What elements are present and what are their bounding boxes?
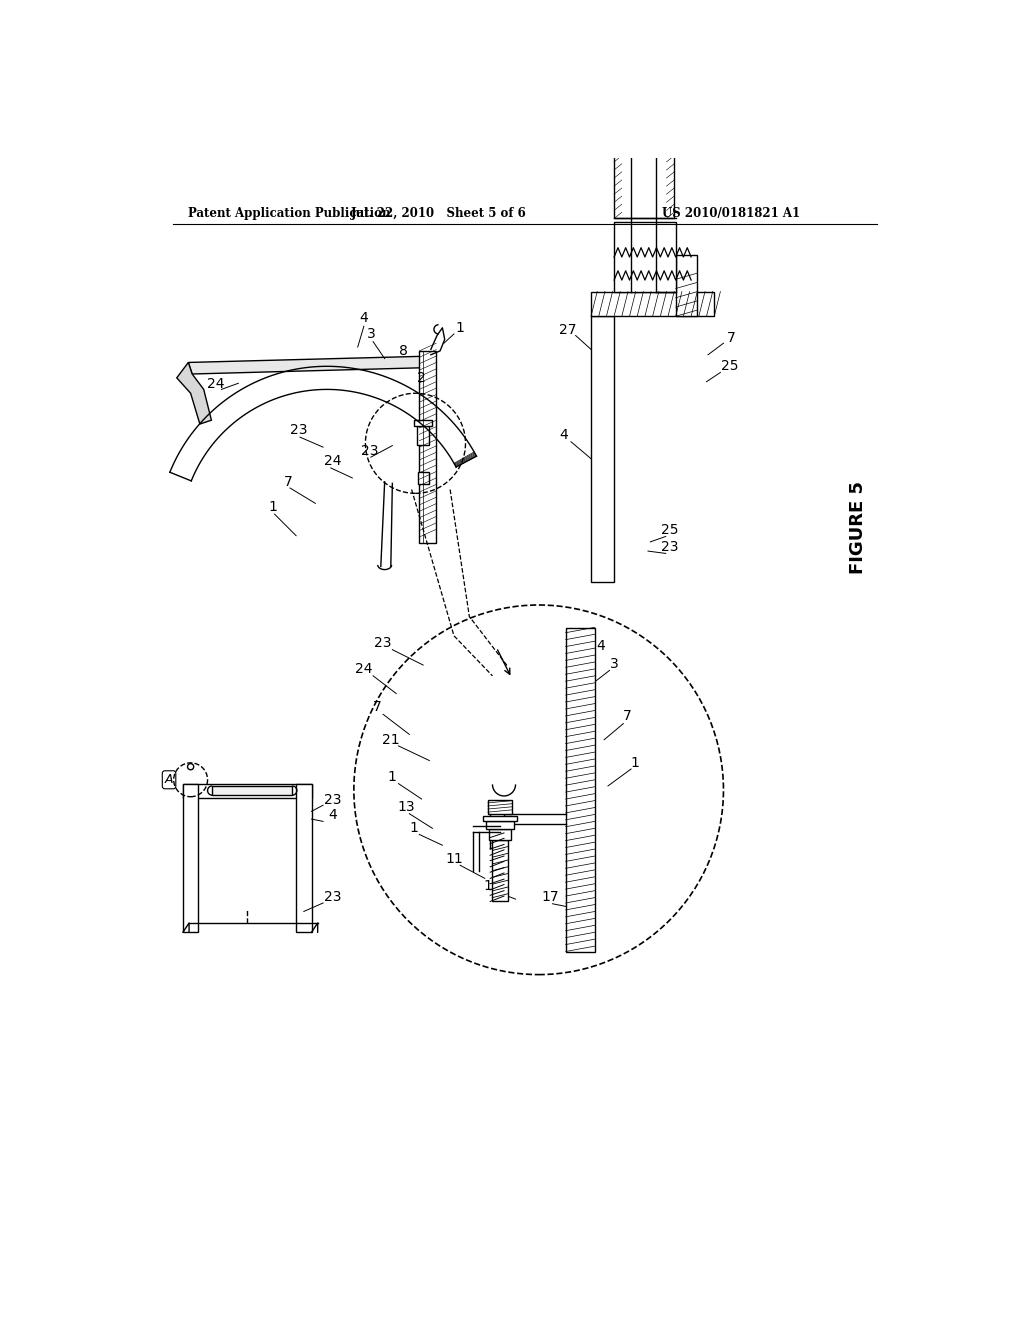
Text: 17: 17 [542,891,559,904]
Bar [418,471,429,484]
Text: Jul. 22, 2010   Sheet 5 of 6: Jul. 22, 2010 Sheet 5 of 6 [350,207,526,220]
Bar [212,785,292,795]
Text: 1: 1 [456,321,465,335]
Bar [487,800,512,813]
Text: 24: 24 [355,661,373,676]
Text: 25: 25 [721,359,738,374]
Bar [565,628,595,952]
Bar [483,816,517,821]
Text: 23: 23 [324,792,341,807]
Text: 7: 7 [284,475,293,488]
Bar [183,784,199,932]
Text: 4: 4 [596,639,604,652]
Text: 4: 4 [559,429,567,442]
Text: 1: 1 [410,821,419,836]
Text: Patent Application Publication: Patent Application Publication [188,207,391,220]
Text: 23: 23 [324,891,341,904]
Bar [417,426,429,445]
Text: FIGURE 5: FIGURE 5 [849,482,867,574]
Text: 23: 23 [290,424,307,437]
Text: 11: 11 [445,851,463,866]
Bar [486,821,514,829]
Text: 23: 23 [660,540,678,554]
Text: 7: 7 [623,710,632,723]
Bar [614,222,676,292]
Text: 2: 2 [417,371,426,384]
Polygon shape [188,356,423,374]
Text: 1: 1 [268,500,278,513]
Text: 23: 23 [360,444,378,458]
Text: 21: 21 [382,733,399,747]
Text: 1: 1 [388,770,396,784]
Text: 4: 4 [328,808,337,822]
Text: 13: 13 [397,800,415,814]
Text: 27: 27 [559,323,577,337]
Bar [676,255,697,317]
Text: 7: 7 [373,700,381,714]
Circle shape [354,605,724,974]
Text: 3: 3 [368,327,376,341]
Bar [489,829,511,840]
Text: 7: 7 [727,331,735,345]
Text: US 2010/0181821 A1: US 2010/0181821 A1 [663,207,801,220]
Bar [419,351,436,544]
Text: 24: 24 [207,378,224,391]
Text: 4: 4 [359,310,369,325]
Text: 23: 23 [374,636,391,651]
Circle shape [187,763,194,770]
Text: 1: 1 [631,755,639,770]
Bar [493,840,508,902]
Text: 3: 3 [609,657,618,671]
Text: 24: 24 [324,454,341,467]
Bar [414,420,432,426]
Bar [591,292,714,317]
Bar [591,317,614,582]
Text: 12: 12 [483,879,502,892]
Bar [183,784,311,797]
Text: 25: 25 [660,523,678,537]
Polygon shape [177,363,211,424]
Bar [296,784,311,932]
Text: 8: 8 [399,343,409,358]
Text: A: A [165,774,173,787]
Bar [614,137,674,218]
